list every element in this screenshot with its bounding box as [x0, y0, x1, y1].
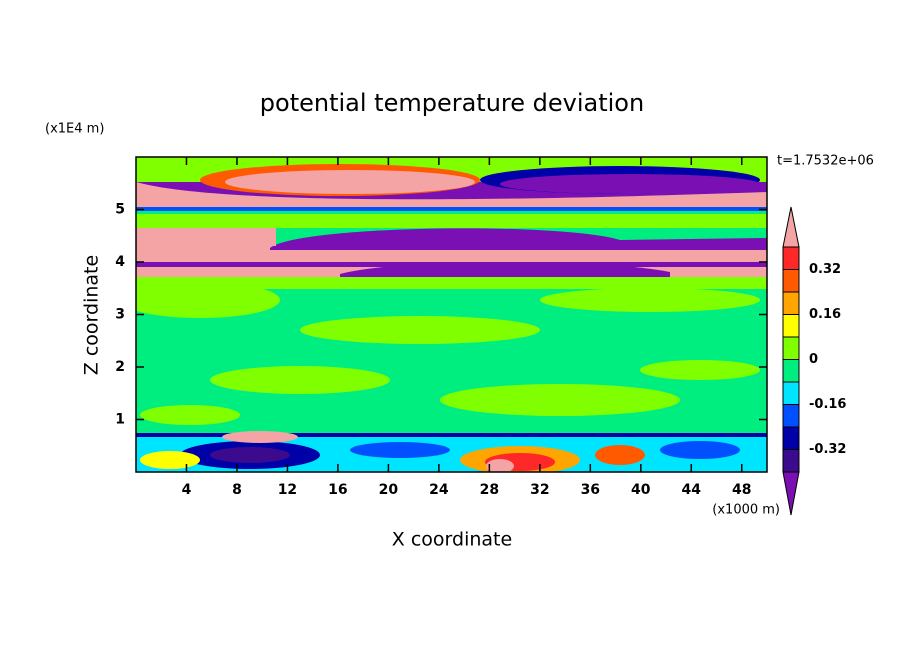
colorbar-box [782, 336, 800, 360]
x-tick-label: 48 [732, 482, 751, 498]
y-tick-label: 1 [115, 412, 125, 428]
colorbar-box [782, 269, 800, 293]
colorbar-box [782, 314, 800, 338]
colorbar-above [782, 206, 800, 248]
x-tick-label: 40 [631, 482, 651, 498]
y-axis-label: Z coordinate [81, 255, 103, 375]
chart-title: potential temperature deviation [260, 89, 644, 117]
x-tick-label: 24 [429, 482, 449, 498]
y-unit: (x1E4 m) [45, 122, 104, 137]
x-tick-label: 16 [328, 482, 347, 498]
x-tick-label: 12 [278, 482, 297, 498]
x-tick-label: 8 [232, 482, 242, 498]
x-tick-label: 20 [379, 482, 399, 498]
colorbar-box [782, 426, 800, 450]
x-tick-label: 44 [682, 482, 702, 498]
x-tick-label: 32 [530, 482, 549, 498]
x-tick-label: 4 [182, 482, 192, 498]
colorbar-tick-label: -0.32 [809, 442, 846, 457]
colorbar-tick-label: 0.16 [809, 307, 841, 322]
colorbar-box [782, 449, 800, 473]
colorbar-box [782, 359, 800, 383]
colorbar-tick-label: 0.32 [809, 262, 841, 277]
annotation: t=1.7532e+06 [777, 154, 874, 169]
x-tick-label: 28 [480, 482, 499, 498]
y-tick-label: 2 [115, 359, 125, 375]
y-tick-label: 5 [115, 202, 125, 218]
colorbar-box [782, 381, 800, 405]
colorbar-tick-label: 0 [809, 352, 818, 367]
x-unit: (x1000 m) [712, 503, 780, 518]
colorbar-below [782, 471, 800, 516]
colorbar-tick-label: -0.16 [809, 397, 846, 412]
colorbar-box [782, 404, 800, 428]
y-tick-label: 3 [115, 307, 125, 323]
x-tick-label: 36 [581, 482, 600, 498]
colorbar-box [782, 246, 800, 270]
colorbar-box [782, 291, 800, 315]
x-axis-label: X coordinate [392, 529, 512, 551]
contour-field [136, 157, 767, 472]
y-tick-label: 4 [115, 254, 125, 270]
